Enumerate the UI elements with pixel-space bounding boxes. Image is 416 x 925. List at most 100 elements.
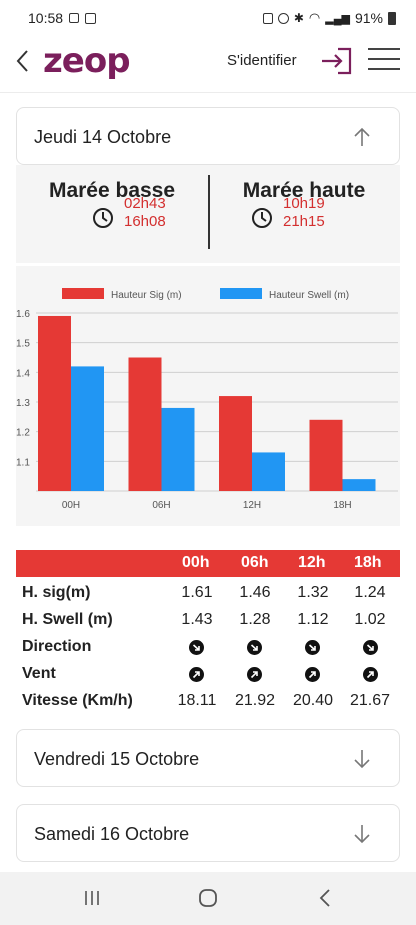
x-tick-label: 00H — [62, 500, 80, 511]
arrow-up-right-icon — [363, 667, 378, 682]
arrow-up-right-icon — [189, 667, 204, 682]
signin-link[interactable]: S'identifier — [227, 52, 297, 69]
row-label: H. Swell (m) — [22, 611, 113, 628]
table-row-vent: Vent — [16, 661, 400, 687]
bar-18H-swell — [342, 479, 376, 491]
table-row-vitesse: Vitesse (Km/h) 18.11 21.92 20.40 21.67 — [16, 688, 400, 714]
cell-value: 20.40 — [292, 692, 334, 709]
menu-icon[interactable] — [368, 48, 400, 72]
col-header-18h: 18h — [354, 554, 382, 571]
day-label: Vendredi 15 Octobre — [34, 749, 200, 769]
wave-chart-svg: 1.1 1.2 1.3 1.4 1.5 1.6 00H 06H 12H 18H Hauteur Si… — [16, 288, 398, 511]
y-tick-label: 1.3 — [16, 398, 30, 409]
low-tide-times: 02h43 16h08 — [124, 195, 166, 230]
day-card-vendredi[interactable]: Vendredi 15 Octobre — [16, 729, 400, 787]
row-label: Vent — [22, 665, 56, 682]
high-tide: Marée haute — [208, 179, 400, 203]
forecast-table: 00h 06h 12h 18h H. sig(m) 1.61 1.46 1.32… — [16, 550, 400, 709]
arrow-down-right-icon — [189, 640, 204, 655]
android-nav-bar — [0, 872, 416, 925]
legend-label: Hauteur Sig (m) — [111, 290, 182, 301]
cell-value: 1.02 — [354, 611, 386, 628]
bar-00H-sig — [38, 315, 71, 491]
zeop-logo[interactable]: zeop — [43, 41, 131, 81]
status-time: 10:58 — [28, 10, 64, 26]
y-tick-label: 1.4 — [16, 368, 30, 379]
tides-panel: Marée basse 02h43 16h08 Marée haute 10h1… — [16, 165, 400, 263]
col-header-06h: 06h — [241, 554, 269, 571]
cell-value: 1.24 — [354, 584, 386, 601]
y-tick-label: 1.5 — [16, 339, 30, 350]
notification-icon — [69, 13, 80, 23]
col-header-12h: 12h — [298, 554, 326, 571]
signal-icon: ▂▄▆ — [325, 12, 350, 25]
wifi-icon: ◠ — [308, 10, 321, 25]
x-tick-label: 18H — [333, 500, 351, 511]
cell-value: 1.32 — [297, 584, 329, 601]
row-label: H. sig(m) — [22, 584, 91, 601]
cell-value: 18.11 — [177, 692, 217, 709]
arrow-down-right-icon — [305, 640, 320, 655]
cell-value: 21.92 — [234, 692, 276, 709]
bar-00H-swell — [71, 366, 104, 491]
y-tick-label: 1.6 — [16, 309, 30, 320]
status-bar: 10:58 ✱ ◠ ▂▄▆ 91% — [0, 0, 416, 36]
alarm-icon — [277, 12, 289, 24]
battery-icon — [388, 11, 396, 25]
day-card-jeudi[interactable]: Jeudi 14 Octobre — [16, 107, 400, 165]
cell-value: 1.28 — [239, 611, 271, 628]
wave-chart: 1.1 1.2 1.3 1.4 1.5 1.6 00H 06H 12H 18H Hauteur Si… — [16, 266, 400, 526]
arrow-up-right-icon — [247, 667, 262, 682]
y-tick-label: 1.1 — [16, 457, 30, 468]
table-row-hswell: H. Swell (m) 1.43 1.28 1.12 1.02 — [16, 607, 400, 633]
y-tick-label: 1.2 — [16, 428, 30, 439]
home-icon[interactable] — [198, 888, 218, 908]
low-tide: Marée basse — [16, 179, 208, 203]
x-tick-label: 12H — [243, 500, 261, 511]
arrow-down-icon — [354, 750, 370, 769]
header-divider — [0, 92, 416, 93]
arrow-up-icon — [354, 127, 370, 146]
bar-18H-sig — [309, 419, 343, 491]
table-row-direction: Direction — [16, 634, 400, 660]
col-header-00h: 00h — [182, 554, 210, 571]
alarm-lock-icon — [262, 12, 273, 24]
clock-icon — [93, 208, 113, 228]
legend-swatch — [220, 288, 262, 299]
legend-label: Hauteur Swell (m) — [269, 290, 349, 301]
bar-12H-sig — [219, 396, 252, 491]
clock-icon — [252, 208, 272, 228]
bar-12H-swell — [252, 452, 285, 491]
cell-value: 1.61 — [181, 584, 213, 601]
x-tick-label: 06H — [152, 500, 170, 511]
low-tide-title: Marée basse — [48, 179, 176, 202]
app-header: zeop S'identifier — [0, 36, 416, 86]
high-tide-times: 10h19 21h15 — [283, 195, 325, 230]
arrow-down-right-icon — [363, 640, 378, 655]
table-header: 00h 06h 12h 18h — [16, 550, 400, 577]
nav-back-icon[interactable] — [318, 888, 332, 908]
back-arrow-icon[interactable] — [14, 48, 32, 74]
cell-value: 21.67 — [349, 692, 391, 709]
battery-percent: 91% — [354, 10, 383, 26]
row-label: Direction — [22, 638, 92, 655]
day-label: Jeudi 14 Octobre — [34, 127, 172, 147]
table-row-hsig: H. sig(m) 1.61 1.46 1.32 1.24 — [16, 580, 400, 606]
tide-separator — [208, 175, 210, 249]
bar-06H-swell — [161, 407, 195, 491]
bar-06H-sig — [128, 357, 162, 491]
day-label: Samedi 16 Octobre — [34, 824, 190, 844]
row-label: Vitesse (Km/h) — [22, 692, 133, 709]
legend-swatch — [62, 288, 104, 299]
arrow-down-icon — [354, 825, 370, 844]
arrow-down-right-icon — [247, 640, 262, 655]
login-icon[interactable] — [320, 46, 354, 76]
high-tide-title: Marée haute — [242, 179, 366, 202]
recents-icon[interactable] — [84, 890, 100, 906]
cell-value: 1.12 — [297, 611, 329, 628]
bluetooth-icon: ✱ — [293, 11, 304, 25]
cell-value: 1.43 — [181, 611, 213, 628]
cell-value: 1.46 — [239, 584, 271, 601]
arrow-up-right-icon — [305, 667, 320, 682]
day-card-samedi[interactable]: Samedi 16 Octobre — [16, 804, 400, 862]
